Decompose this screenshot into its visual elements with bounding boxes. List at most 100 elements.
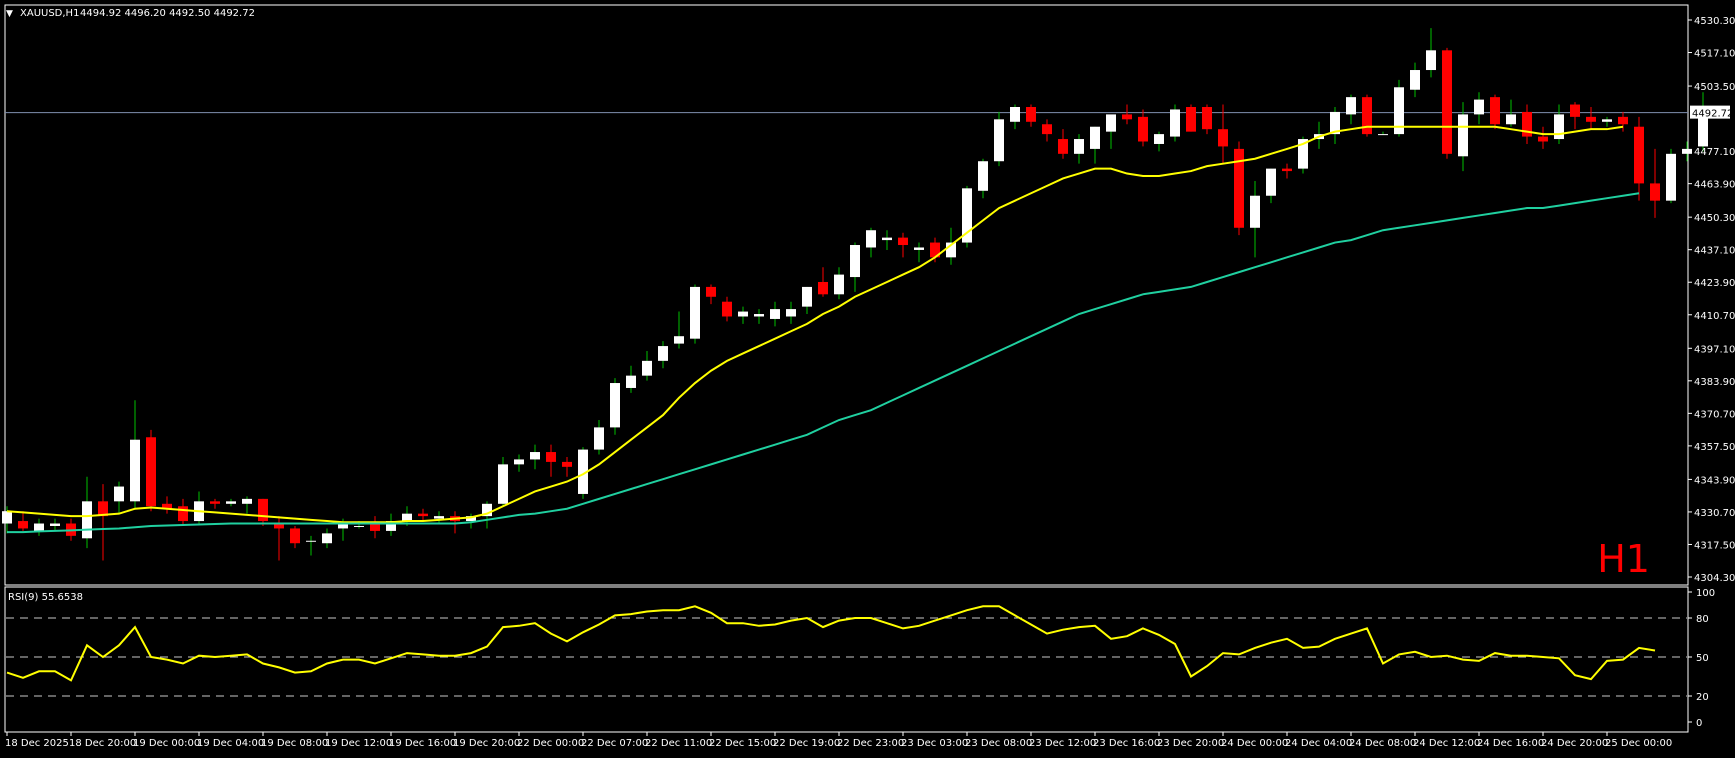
candle-body (1330, 111, 1340, 135)
price-tick-label: 4423.90 (1694, 278, 1735, 289)
time-tick-label: 19 Dec 00:00 (133, 738, 200, 749)
candle-body (690, 286, 700, 339)
candle-body (162, 503, 172, 509)
candle-body (1570, 104, 1580, 117)
candle-body (1090, 126, 1100, 149)
candle-body (1666, 153, 1676, 201)
candle-body (226, 501, 236, 504)
price-tick-label: 4397.10 (1694, 344, 1735, 355)
time-tick-label: 22 Dec 23:00 (837, 738, 904, 749)
candle-body (482, 503, 492, 517)
candle-body (1106, 114, 1116, 132)
candle-body (242, 498, 252, 504)
time-tick-label: 18 Dec 2025 (5, 738, 69, 749)
candle-body (818, 281, 828, 295)
time-tick-label: 23 Dec 08:00 (965, 738, 1032, 749)
candle-body (530, 452, 540, 460)
candle-body (114, 486, 124, 502)
price-axis: 4530.30 4517.10 4503.50 4477.10 4463.90 4450.… (1688, 16, 1735, 584)
candle-body (1602, 119, 1612, 122)
price-pane[interactable]: 4530.30 4517.10 4503.50 4477.10 4463.90 4450.… (2, 4, 1735, 586)
rsi-pane[interactable]: 100 80 50 20 0 RSI(9) 55.6538 (4, 586, 1715, 733)
rsi-axis: 100 80 50 20 0 (1688, 588, 1715, 729)
candle-body (306, 540, 316, 542)
symbol-dropdown-arrow[interactable]: ▼ (6, 9, 13, 19)
candle-body (338, 523, 348, 529)
price-tick-label: 4450.30 (1694, 213, 1735, 224)
price-tick-label: 4477.10 (1694, 147, 1735, 158)
time-tick-label: 22 Dec 15:00 (709, 738, 776, 749)
candle-body (2, 511, 12, 524)
candle-body (98, 501, 108, 517)
candle-body (1522, 111, 1532, 137)
candle-body (834, 274, 844, 295)
time-tick-label: 24 Dec 08:00 (1349, 738, 1416, 749)
candle-body (466, 516, 476, 522)
time-tick-label: 23 Dec 03:00 (901, 738, 968, 749)
candle-body (1474, 99, 1484, 115)
price-tick-label: 4317.50 (1694, 540, 1735, 551)
candle-body (1538, 136, 1548, 142)
candle-body (1554, 114, 1564, 140)
candle-body (34, 523, 44, 531)
candle-body (802, 286, 812, 307)
candle-body (50, 523, 60, 526)
candle-body (274, 523, 284, 529)
candle-body (418, 513, 428, 517)
candle-body (978, 161, 988, 191)
candle-body (434, 516, 444, 519)
candle-body (1458, 114, 1468, 157)
candle-body (1618, 116, 1628, 125)
time-tick-label: 24 Dec 12:00 (1413, 738, 1480, 749)
time-tick-label: 23 Dec 12:00 (1029, 738, 1096, 749)
time-tick-label: 22 Dec 11:00 (645, 738, 712, 749)
time-tick-label: 19 Dec 20:00 (453, 738, 520, 749)
candle-body (642, 360, 652, 376)
candle-body (1410, 70, 1420, 90)
candle-body (1282, 168, 1292, 172)
candle-body (1346, 97, 1356, 115)
price-tick-label: 4383.90 (1694, 377, 1735, 388)
candle-body (962, 188, 972, 243)
candle-body (1202, 107, 1212, 130)
rsi-tick-label: 0 (1696, 718, 1702, 729)
candle-body (946, 242, 956, 258)
candle-body (594, 427, 604, 450)
candle-body (1058, 139, 1068, 154)
moving-average-fast (6, 125, 1624, 524)
current-price-tag (1690, 105, 1730, 119)
candle-body (578, 449, 588, 494)
price-tick-label: 4357.50 (1694, 442, 1735, 453)
candle-body (914, 247, 924, 250)
candle-body (290, 528, 300, 544)
time-tick-label: 25 Dec 00:00 (1605, 738, 1672, 749)
time-tick-label: 23 Dec 20:00 (1157, 738, 1224, 749)
price-tick-label: 4343.90 (1694, 475, 1735, 486)
symbol-label: XAUUSD,H1 (20, 8, 79, 19)
candle-body (1698, 111, 1708, 147)
candle-body (1634, 126, 1644, 184)
candle-body (354, 525, 364, 527)
rsi-line (6, 605, 1656, 682)
time-tick-label: 22 Dec 19:00 (773, 738, 840, 749)
candle-body (786, 309, 796, 317)
candle-body (1218, 129, 1228, 147)
price-tick-label: 4463.90 (1694, 180, 1735, 191)
candle-body (498, 464, 508, 504)
candle-body (722, 301, 732, 317)
candle-body (1506, 114, 1516, 125)
candle-body (546, 452, 556, 462)
candle-body (1010, 107, 1020, 122)
candle-body (1154, 134, 1164, 144)
candle-body (1250, 195, 1260, 228)
rsi-tick-label: 80 (1696, 614, 1709, 625)
candle-body (850, 245, 860, 278)
candle-body (1378, 134, 1388, 136)
candle-body (1138, 116, 1148, 142)
price-tick-label: 4530.30 (1694, 16, 1735, 27)
time-tick-label: 19 Dec 04:00 (197, 738, 264, 749)
timeframe-watermark: H1 (1597, 537, 1650, 581)
